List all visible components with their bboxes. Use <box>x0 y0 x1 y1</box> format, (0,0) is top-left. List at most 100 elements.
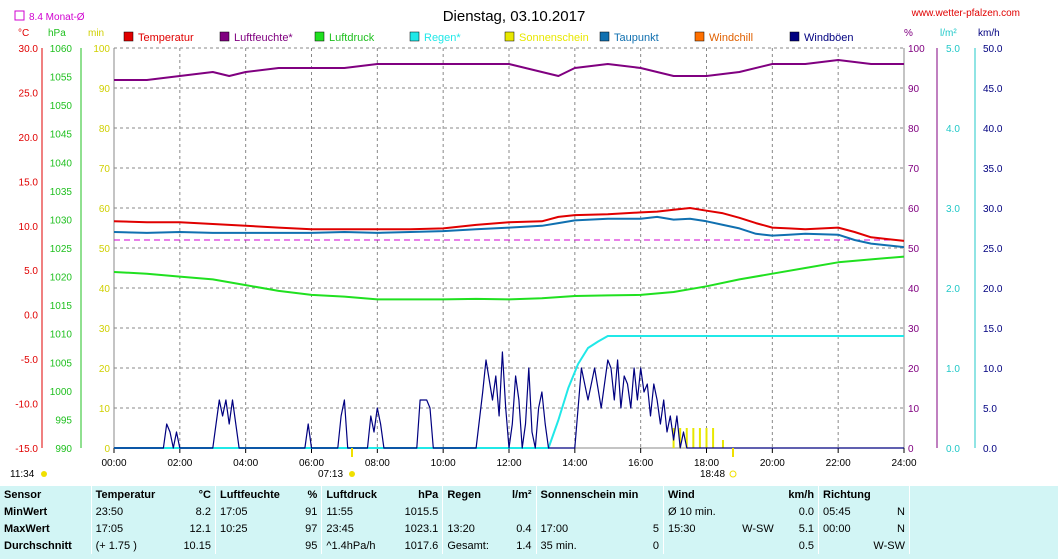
hum-header: Luftfeuchte <box>214 486 298 503</box>
humidity-tick-label: 60 <box>908 204 920 215</box>
x-tick-label: 08:00 <box>365 458 390 469</box>
hum-unit-header: % <box>307 488 318 501</box>
x-tick-label: 00:00 <box>101 458 126 469</box>
sunshine-tick-label: 30 <box>99 324 111 335</box>
temp-tick-label: 20.0 <box>19 133 39 144</box>
sunshine-tick-label: 20 <box>99 364 111 375</box>
sensor-header: Sensor <box>4 488 42 501</box>
row-label: MaxWert <box>4 522 50 535</box>
sun-time: 35 min. <box>535 537 632 554</box>
legend-label: Temperatur <box>138 32 194 44</box>
sunset-icon <box>729 470 737 478</box>
temp-tick-label: 25.0 <box>19 88 39 99</box>
stats-empty-cell <box>909 520 1058 537</box>
legend-swatch <box>694 31 705 42</box>
rain-header: Regen <box>442 486 503 503</box>
temp-tick-label: 30.0 <box>19 44 39 55</box>
rain-time: Gesamt: <box>442 537 503 554</box>
sunshine-bar <box>721 440 724 448</box>
sunshine-bar <box>685 428 688 448</box>
pressure-tick-label: 1010 <box>50 330 73 341</box>
sunshine-tick-label: 60 <box>99 204 111 215</box>
stats-empty-cell <box>909 537 1058 554</box>
dir-time: 00:00 <box>818 520 862 537</box>
dir-time <box>818 537 862 554</box>
wind-time: 15:30 <box>662 520 731 537</box>
sun-time: 17:00 <box>535 520 632 537</box>
grid <box>113 47 905 453</box>
temp-unit-header: °C <box>198 488 211 501</box>
site-link[interactable]: www.wetter-pfalzen.com <box>911 8 1020 19</box>
stats-row: Durchschnitt (+ 1.75 ) 10.15 95 ^1.4hPa/h 101… <box>0 537 1058 554</box>
legend-swatch <box>409 31 420 42</box>
dir-value: W-SW <box>873 539 905 552</box>
month-avg-label: 8.4 Monat-Ø <box>29 12 85 23</box>
legend-label: Luftfeuchte* <box>234 32 293 44</box>
press-value: 1023.1 <box>404 522 439 535</box>
sun-value: 5 <box>652 522 659 535</box>
rain-tick-label: 5.0 <box>946 44 960 55</box>
temp-tick-label: -10.0 <box>15 400 38 411</box>
sunshine-unit-label: min <box>88 28 104 39</box>
sunshine-tick-label: 100 <box>93 44 110 55</box>
weather-chart: Dienstag, 03.10.2017 www.wetter-pfalzen.… <box>10 8 1020 480</box>
sunshine-bar <box>679 428 682 448</box>
temp-time: (+ 1.75 ) <box>90 537 173 554</box>
sun-value: 0 <box>652 539 659 552</box>
humidity-tick-label: 0 <box>908 444 914 455</box>
rain-unit-label: l/m² <box>940 28 957 39</box>
pressure-unit-label: hPa <box>48 28 66 39</box>
wind-tick-label: 35.0 <box>983 164 1003 175</box>
wind-tick-label: 45.0 <box>983 84 1003 95</box>
pressure-tick-label: 1040 <box>50 158 73 169</box>
temp-tick-label: -5.0 <box>21 355 39 366</box>
press-value: 1015.5 <box>404 505 439 518</box>
humidity-tick-label: 10 <box>908 404 920 415</box>
pressure-tick-label: 1035 <box>50 187 73 198</box>
wind-tick-label: 30.0 <box>983 204 1003 215</box>
humidity-unit-label: % <box>904 28 913 39</box>
sunshine-bar <box>698 428 701 448</box>
x-tick-label: 04:00 <box>233 458 258 469</box>
humidity-tick-label: 30 <box>908 324 920 335</box>
temp-tick-label: -15.0 <box>15 444 38 455</box>
humidity-tick-label: 40 <box>908 284 920 295</box>
humidity-tick-label: 50 <box>908 244 920 255</box>
temp-tick-label: 10.0 <box>19 222 39 233</box>
temp-value: 10.15 <box>183 539 211 552</box>
sunshine-tick-label: 50 <box>99 244 111 255</box>
wind-direction: W-SW <box>742 522 774 535</box>
wind-unit-header: km/h <box>788 488 815 501</box>
humidity-tick-label: 20 <box>908 364 920 375</box>
temp-unit-label: °C <box>18 28 29 39</box>
temp-value: 12.1 <box>189 522 211 535</box>
rain-time: 13:20 <box>442 520 503 537</box>
x-tick-label: 18:00 <box>694 458 719 469</box>
row-label: Durchschnitt <box>4 539 72 552</box>
month-avg-marker-icon <box>14 10 25 21</box>
wind-value: 0.5 <box>798 539 815 552</box>
sunrise-icon <box>349 471 355 477</box>
wind-direction <box>731 503 778 520</box>
hum-time: 10:25 <box>214 520 298 537</box>
sunshine-tick-label: 80 <box>99 124 111 135</box>
press-unit-header: hPa <box>418 488 439 501</box>
stats-body: MinWert 23:50 8.2 17:05 91 11:55 1015.5 Ø 10 mi… <box>0 503 1058 554</box>
temp-time: 23:50 <box>90 503 173 520</box>
sunshine-tick-label: 70 <box>99 164 111 175</box>
pressure-tick-label: 1060 <box>50 44 73 55</box>
temperature-line <box>113 207 905 242</box>
rain-value <box>503 503 536 520</box>
x-tick-label: 16:00 <box>628 458 653 469</box>
wind-tick-label: 50.0 <box>983 44 1003 55</box>
rain-value: 0.4 <box>516 522 532 535</box>
humidity-line <box>114 59 904 81</box>
axis-labels: 00:00 02:00 04:00 06:00 08:00 10:00 12:00 14:00… <box>15 44 1003 469</box>
wind-direction <box>731 537 778 554</box>
wind-unit-label: km/h <box>978 28 1000 39</box>
pressure-tick-label: 1045 <box>50 130 73 141</box>
sunrise-time: 07:13 <box>318 469 343 480</box>
hum-value: 91 <box>305 505 318 518</box>
rain-tick-label: 4.0 <box>946 124 960 135</box>
legend-swatch <box>599 31 610 42</box>
